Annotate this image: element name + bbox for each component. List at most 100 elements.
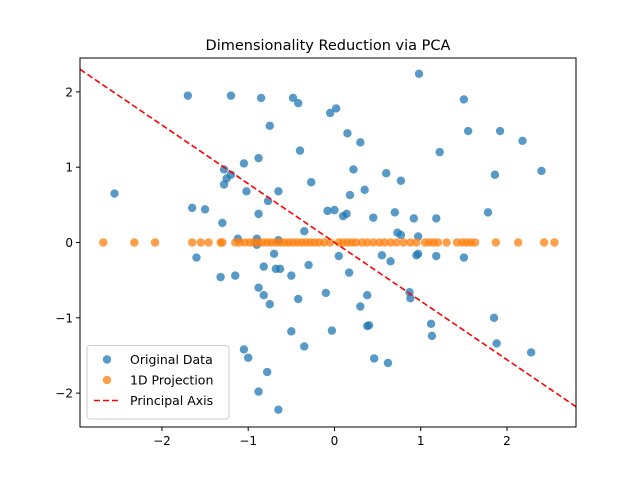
data-point	[239, 159, 249, 168]
data-point	[321, 288, 331, 298]
data-point	[216, 272, 225, 282]
data-point	[192, 253, 201, 262]
data-point	[269, 249, 279, 258]
series-original-data	[110, 69, 546, 414]
data-point	[226, 91, 236, 100]
data-point	[399, 238, 408, 247]
x-tick-label: 2	[503, 434, 511, 448]
data-point	[459, 95, 469, 104]
data-point	[325, 108, 335, 118]
data-point	[356, 138, 365, 147]
data-point	[432, 251, 441, 261]
data-point	[259, 291, 268, 300]
y-tick-label: −2	[55, 387, 73, 401]
data-point	[218, 238, 227, 247]
data-point	[386, 238, 395, 247]
data-point	[306, 178, 316, 187]
data-point	[539, 238, 549, 247]
data-point	[183, 91, 193, 100]
data-point	[196, 238, 205, 247]
data-point	[274, 187, 283, 196]
data-point	[287, 327, 296, 336]
data-point	[412, 238, 421, 247]
data-point	[287, 271, 296, 280]
data-point	[470, 238, 480, 247]
data-point	[274, 405, 283, 414]
data-point	[239, 345, 249, 354]
data-point	[351, 238, 361, 247]
data-point	[204, 238, 213, 247]
legend-1d-projection-label: 1D Projection	[130, 373, 213, 388]
data-point	[442, 238, 451, 247]
data-point	[187, 203, 197, 213]
data-point	[130, 238, 139, 247]
data-point	[265, 121, 274, 130]
data-point	[537, 166, 546, 176]
data-point	[244, 353, 253, 362]
data-point	[526, 348, 536, 357]
legend-1d-projection-marker	[102, 375, 112, 385]
data-point	[390, 208, 400, 217]
chart-title: Dimensionality Reduction via PCA	[206, 38, 451, 54]
data-point	[345, 190, 355, 200]
data-point	[432, 214, 441, 223]
data-point	[433, 238, 443, 247]
data-point	[412, 251, 421, 260]
data-point	[369, 238, 378, 247]
data-point	[327, 326, 337, 335]
data-point	[406, 294, 415, 303]
y-tick-label: 1	[65, 161, 73, 175]
data-point	[265, 300, 274, 309]
data-point	[382, 169, 391, 178]
data-point	[427, 331, 437, 341]
data-point	[304, 260, 313, 270]
data-point	[110, 189, 119, 198]
principal-axis-line	[80, 68, 576, 408]
data-point	[360, 185, 369, 194]
data-point	[254, 209, 263, 219]
data-point	[369, 354, 379, 363]
data-point	[490, 170, 500, 179]
data-point	[99, 238, 108, 247]
data-point	[363, 291, 372, 300]
data-point	[219, 165, 229, 174]
data-point	[492, 339, 501, 348]
data-point	[254, 153, 263, 163]
data-point	[343, 129, 352, 138]
legend-original-data-marker	[102, 355, 112, 364]
data-point	[262, 367, 272, 377]
legend-box	[86, 345, 230, 420]
data-point	[294, 98, 303, 108]
data-point	[369, 213, 378, 222]
data-point	[256, 93, 266, 103]
data-point	[259, 262, 268, 271]
series-1d-projection	[99, 238, 559, 247]
data-point	[219, 180, 229, 189]
x-tick-label: 0	[331, 434, 339, 448]
data-point	[518, 136, 527, 146]
data-point	[435, 147, 444, 157]
series-principal-axis	[80, 68, 576, 408]
data-point	[338, 211, 348, 221]
data-point	[406, 238, 415, 247]
x-tick-label: −1	[239, 434, 257, 448]
data-point	[325, 238, 335, 247]
x-tick-label: 1	[417, 434, 425, 448]
data-point	[294, 294, 303, 304]
chart-legend: Original Data 1D Projection Principal Axis	[86, 345, 230, 420]
legend-original-data-label: Original Data	[130, 352, 213, 367]
data-point	[392, 238, 401, 247]
data-point	[491, 238, 500, 247]
data-point	[254, 387, 263, 396]
data-point	[356, 302, 365, 311]
data-point	[275, 264, 285, 274]
data-point	[414, 69, 424, 79]
data-point	[550, 238, 559, 247]
data-point	[489, 313, 499, 323]
data-point	[495, 126, 505, 136]
data-point	[200, 205, 210, 214]
data-point	[514, 238, 523, 247]
data-point	[483, 208, 493, 217]
